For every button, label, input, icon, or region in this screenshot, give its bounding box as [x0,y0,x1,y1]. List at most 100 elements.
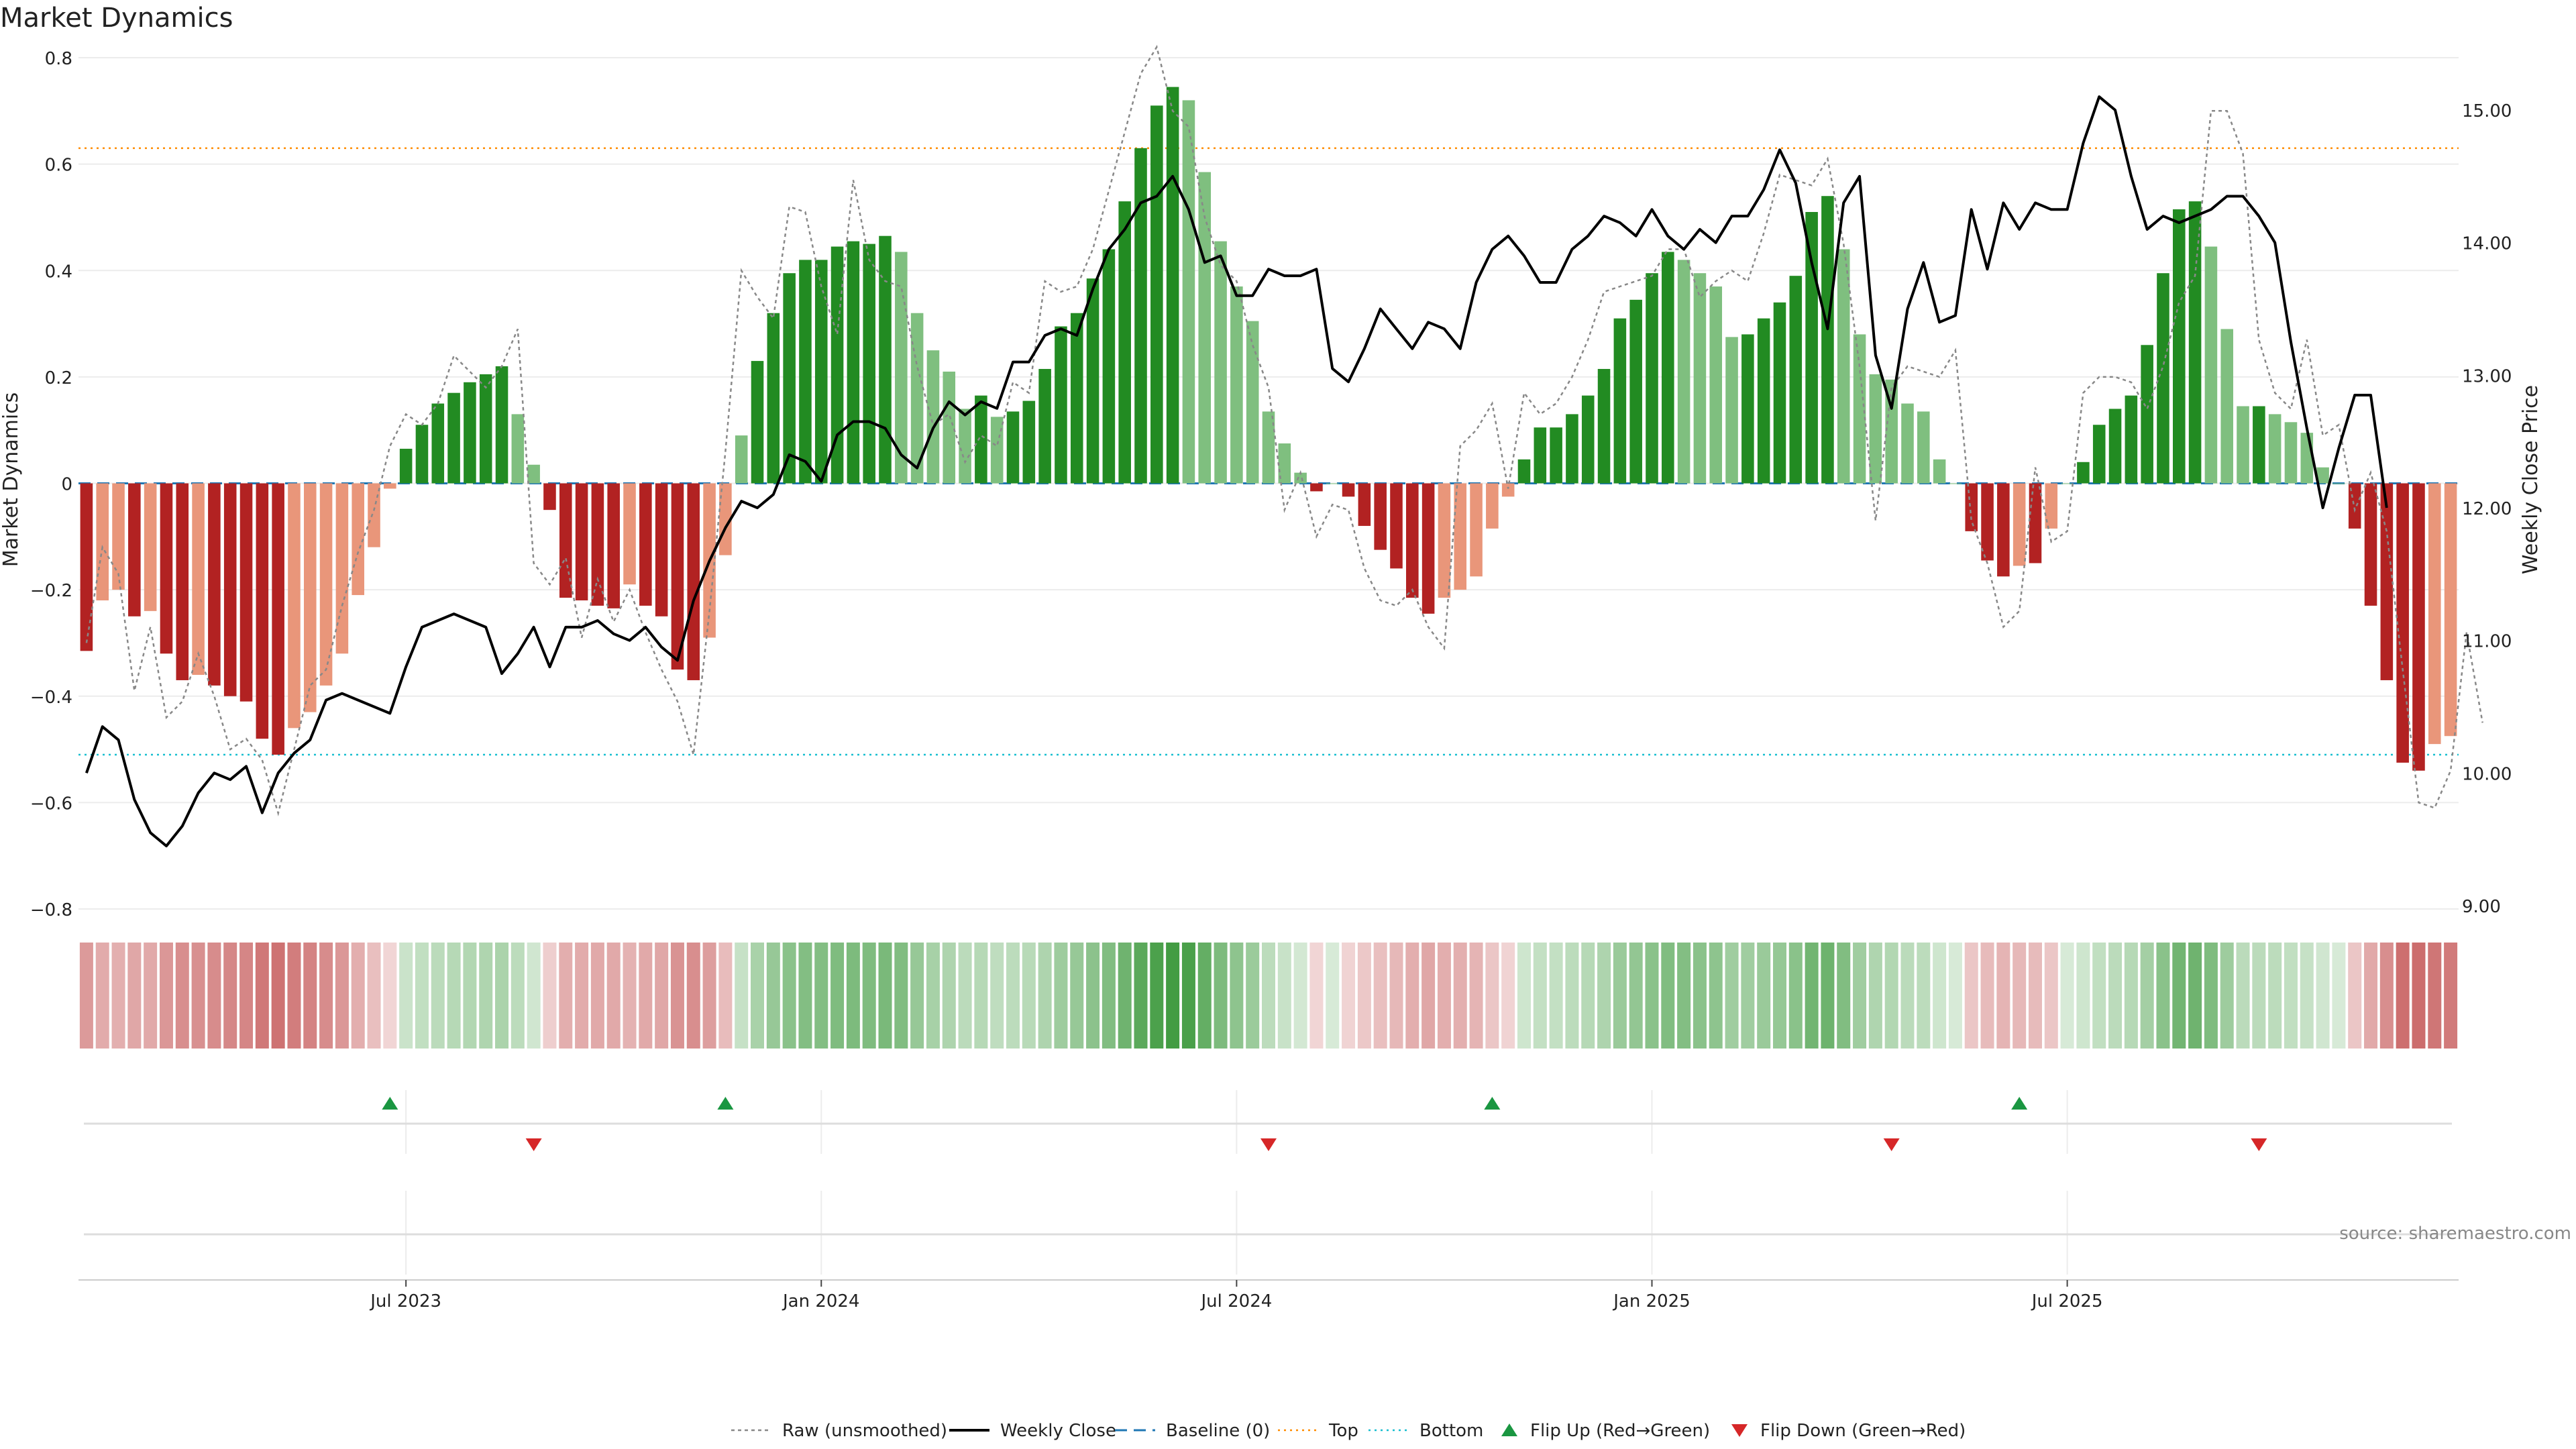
dynamics-bar [814,260,828,484]
regime-cell [2348,943,2362,1049]
regime-cell [670,943,684,1049]
dynamics-bar [303,483,317,712]
regime-cell [1597,943,1611,1049]
regime-cell [639,943,653,1049]
regime-cell [606,943,621,1049]
dynamics-bar [2188,201,2202,484]
regime-cell [1309,943,1324,1049]
regime-cell [2092,943,2106,1049]
dynamics-bar [447,392,460,484]
dynamics-bar [464,382,476,484]
dynamics-bar [1517,459,1531,484]
dynamics-bar [2141,345,2153,484]
dynamics-bar [639,483,652,606]
regime-cell [990,943,1004,1049]
dynamics-bar [607,483,620,608]
regime-cell [303,943,317,1049]
dynamics-bar [192,483,205,676]
price-series [85,95,2388,848]
regime-cell [974,943,988,1049]
dynamics-bar [1230,286,1243,484]
regime-cell [1485,943,1499,1049]
dynamics-bar [96,483,109,600]
left-tick-label: −0.4 [30,688,72,708]
dynamics-bar [1118,201,1131,484]
dynamics-bar [1374,483,1387,550]
dynamics-bar [1310,483,1323,492]
dynamics-bars [80,87,2457,771]
regime-cell [2140,943,2154,1049]
source-note: source: sharemaestro.com [2339,1224,2571,1244]
dynamics-bar [2125,395,2138,484]
dynamics-bar [2284,422,2298,484]
dynamics-bar [1390,483,1403,569]
regime-cell [1181,943,1195,1049]
dynamics-bar [2268,414,2282,484]
dynamics-bar [1070,313,1083,484]
regime-cell [1405,943,1419,1049]
lower-empty-panel [84,1191,2452,1275]
regime-cell [2124,943,2138,1049]
dynamics-bar [926,350,940,484]
regime-cell [2108,943,2123,1049]
dynamics-bar [2316,467,2329,484]
dynamics-bar [1438,483,1451,598]
left-tick-label: −0.8 [30,900,72,920]
regime-cell [1501,943,1515,1049]
dynamics-bar [112,483,125,590]
regime-cell [463,943,477,1049]
regime-cell [447,943,461,1049]
legend-label: Weekly Close [1000,1421,1116,1441]
regime-cell [862,943,876,1049]
dynamics-bar [2029,483,2042,564]
dynamics-bar [2204,246,2218,484]
regime-cell [1102,943,1116,1049]
regime-cell [559,943,573,1049]
right-tick-label: 9.00 [2462,897,2501,917]
right-axis-label: Weekly Close Price [2519,385,2542,574]
dynamics-bar [1853,334,1866,484]
regime-cell [623,943,637,1049]
dynamics-bar [895,252,908,484]
regime-cell [95,943,109,1049]
left-tick-label: 0.2 [45,368,72,388]
dynamics-bar [559,483,572,598]
dynamics-bar [1709,286,1723,484]
dynamics-bar [1550,427,1562,484]
regime-cell [2364,943,2378,1049]
regime-cell [1788,943,1803,1049]
regime-cell [751,943,765,1049]
dynamics-bar [479,374,492,484]
regime-cell [431,943,445,1049]
dynamics-bar [655,483,668,616]
regime-cell [1757,943,1771,1049]
regime-cell [1581,943,1595,1049]
dynamics-bar [990,417,1004,484]
dynamics-bar [160,483,173,654]
regime-cell [2044,943,2058,1049]
legend-swatch-flip-down [1731,1424,1748,1437]
dynamics-bar [959,409,971,484]
dynamics-bar [2300,433,2314,484]
dynamics-bar [2045,483,2058,529]
regime-cell [144,943,158,1049]
dynamics-bar [910,313,924,484]
flip-up-marker [1484,1097,1501,1110]
regime-cell [527,943,541,1049]
regime-cell [159,943,173,1049]
regime-cell [495,943,509,1049]
dynamics-bar [1566,414,1578,484]
regime-cell [1917,943,1931,1049]
dynamics-bar [1629,299,1642,484]
regime-cell [1629,943,1643,1049]
left-tick-label: 0.8 [45,49,72,69]
regime-cell [1533,943,1547,1049]
dynamics-bar [847,241,860,484]
dynamics-bar [1406,483,1419,598]
flip-up-marker [717,1097,734,1110]
dynamics-bar [431,403,445,484]
dynamics-bar [527,464,540,484]
regime-cell [1693,943,1707,1049]
dynamics-bar [1454,483,1467,590]
regime-cell [1118,943,1132,1049]
